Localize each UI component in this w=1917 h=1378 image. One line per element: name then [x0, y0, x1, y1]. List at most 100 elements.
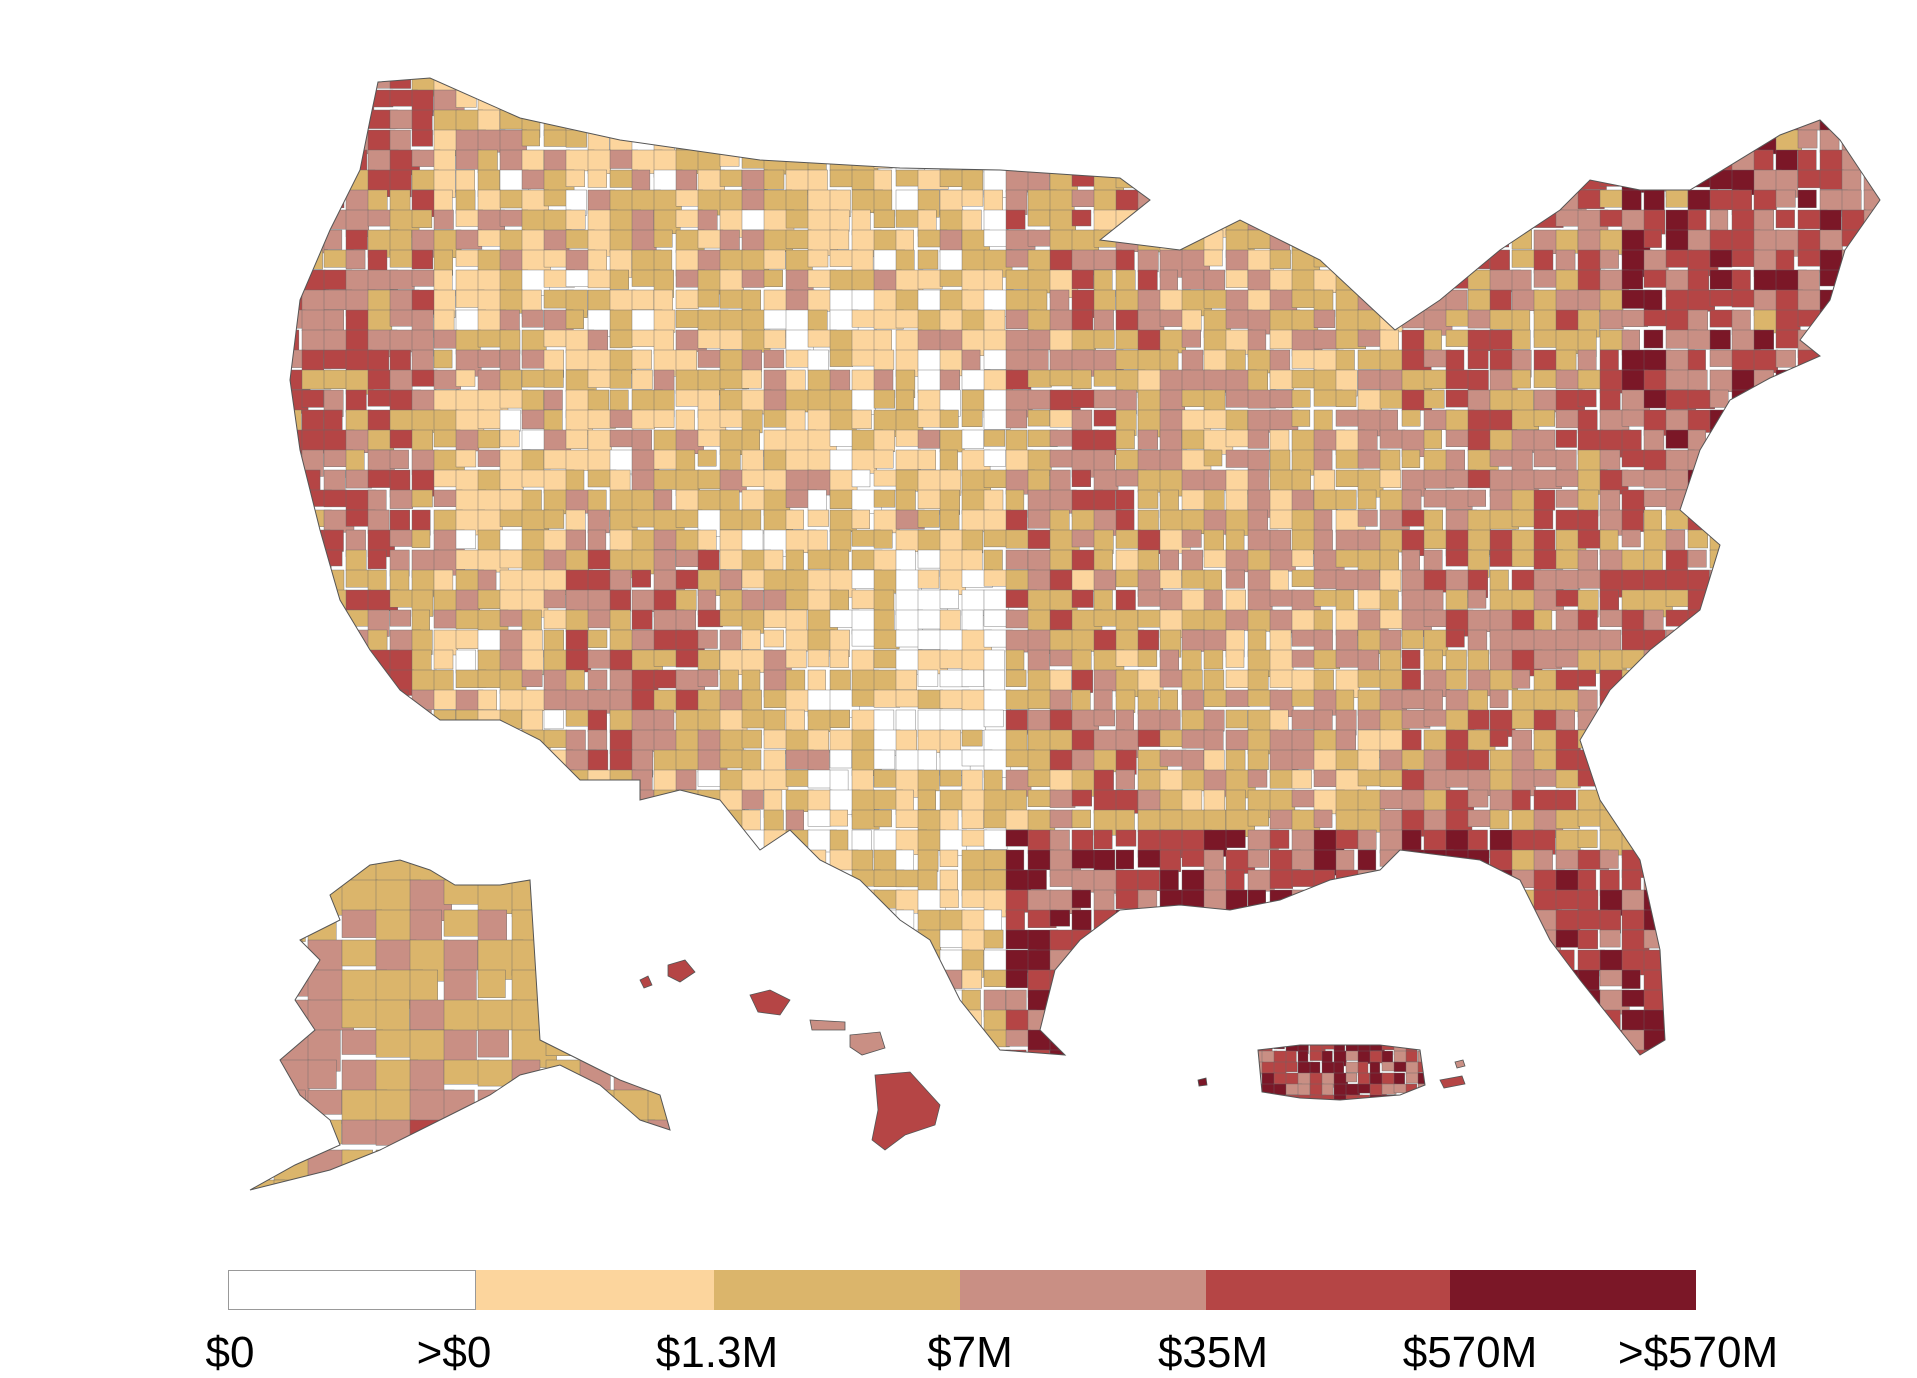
county-cell: [1819, 389, 1847, 417]
county-cell: [1687, 1009, 1713, 1031]
county-cell: [1423, 949, 1450, 971]
county-cell: [1379, 109, 1410, 127]
county-cell: [1709, 309, 1734, 328]
county-cell: [1665, 129, 1685, 154]
county-cell: [1357, 989, 1388, 1014]
county-cell: [1115, 489, 1135, 510]
county-cell: [1379, 149, 1407, 170]
county-cell: [1357, 269, 1379, 297]
county-cell: [1159, 729, 1185, 747]
county-cell: [1511, 909, 1541, 937]
county-cell: [763, 1029, 788, 1054]
county-cell: [521, 629, 543, 653]
county-cell: [1401, 129, 1421, 155]
county-cell: [807, 889, 827, 915]
county-cell: [345, 429, 370, 453]
county-cell: [565, 969, 594, 988]
county-cell: [1203, 189, 1230, 215]
county-cell: [631, 109, 655, 132]
county-cell: [1577, 609, 1598, 633]
county-cell: [323, 129, 353, 150]
county-cell: [1027, 949, 1052, 973]
county-cell: [763, 769, 789, 790]
county-cell: [917, 389, 942, 413]
county-cell: [433, 649, 454, 670]
county-cell: [587, 1009, 616, 1029]
county-cell: [499, 289, 523, 314]
county-cell: [521, 789, 545, 816]
county-cell: [1423, 1029, 1447, 1052]
county-cell: [1269, 1009, 1295, 1034]
county-cell: [873, 78, 905, 89]
county-cell: [1401, 909, 1430, 929]
county-cell: [1115, 449, 1142, 470]
county-cell: [1665, 969, 1689, 988]
county-cell: [455, 549, 480, 570]
county-cell: [1577, 349, 1597, 372]
county-cell: [1445, 89, 1473, 116]
county-cell: [1093, 689, 1113, 712]
county-cell: [1775, 189, 1796, 208]
county-cell: [443, 1029, 477, 1061]
county-cell: [1467, 1029, 1494, 1055]
county-cell: [1819, 849, 1841, 867]
county-cell: [1445, 129, 1469, 150]
county-cell: [499, 769, 521, 788]
county-cell: [983, 109, 1013, 128]
county-cell: [917, 849, 939, 872]
county-cell: [1841, 889, 1862, 915]
county-cell: [1863, 289, 1880, 307]
county-cell: [1555, 929, 1580, 948]
county-cell: [1137, 809, 1161, 833]
county-cell: [565, 989, 596, 1008]
county-cell: [345, 789, 366, 817]
county-cell: [609, 869, 631, 893]
county-cell: [631, 829, 655, 856]
county-cell: [609, 189, 633, 212]
county-cell: [675, 109, 705, 127]
county-cell: [851, 729, 877, 751]
county-cell: [1445, 189, 1464, 216]
county-cell: [1071, 209, 1092, 227]
county-cell: [411, 809, 435, 831]
county-cell: [1599, 749, 1624, 767]
county-cell: [1797, 129, 1818, 149]
county-cell: [609, 89, 635, 107]
county-cell: [1555, 729, 1581, 751]
county-cell: [290, 949, 301, 975]
county-cell: [375, 1149, 419, 1180]
county-cell: [290, 969, 300, 995]
county-cell: [609, 609, 631, 631]
county-cell: [1379, 209, 1411, 234]
county-cell: [1467, 169, 1492, 191]
county-cell: [301, 349, 324, 373]
county-cell: [1489, 149, 1513, 167]
county-cell: [1665, 189, 1689, 208]
county-cell: [1709, 389, 1729, 408]
county-cell: [341, 999, 378, 1029]
hawaii-island-oahu: [749, 989, 791, 1016]
county-cell: [323, 749, 342, 777]
county-cell: [697, 289, 720, 308]
county-cell: [1401, 829, 1422, 853]
county-cell: [345, 829, 372, 847]
county-cell: [851, 909, 883, 928]
county-cell: [1159, 1029, 1191, 1055]
county-cell: [1533, 429, 1556, 454]
county-cell: [301, 889, 323, 912]
county-cell: [873, 609, 895, 633]
county-cell: [851, 929, 880, 955]
county-cell: [1687, 769, 1712, 794]
county-cell: [1291, 189, 1310, 207]
county-cell: [1841, 109, 1862, 138]
county-cell: [1071, 989, 1098, 1018]
county-cell: [1247, 429, 1269, 449]
county-cell: [763, 849, 793, 872]
county-cell: [1797, 669, 1821, 695]
county-cell: [565, 829, 589, 850]
county-cell: [477, 529, 503, 553]
county-cell: [1269, 529, 1291, 551]
county-cell: [917, 689, 943, 709]
county-cell: [1401, 269, 1425, 293]
county-cell: [1886, 850, 1905, 869]
